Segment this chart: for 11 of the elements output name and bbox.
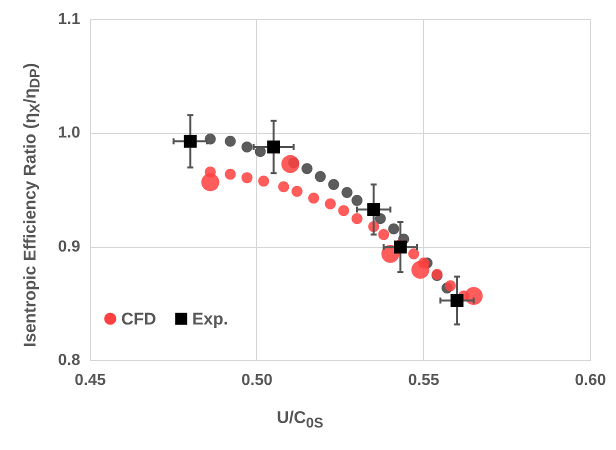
x-tick-label: 0.45 [74,372,106,389]
x-tick-label: 0.60 [574,372,606,389]
x-tick-label: 0.55 [408,372,440,389]
x-axis-title: U/C$_{0S}$ [276,408,324,432]
legend-label: CFD [121,309,156,328]
y-tick-label: 0.8 [58,352,80,370]
y-tick-label: 1.0 [58,124,80,142]
y-tick-label: 0.9 [58,238,80,256]
legend-label: Exp. [192,309,228,328]
y-tick-label: 1.1 [58,11,80,28]
x-tick-label: 0.50 [241,372,273,389]
